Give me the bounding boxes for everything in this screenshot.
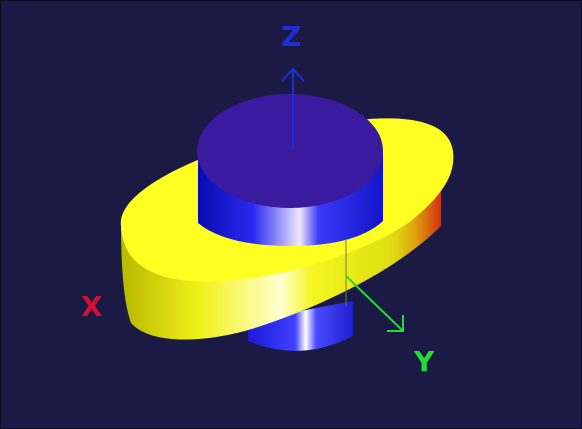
z-axis [281,67,305,149]
y-axis-label: Y [413,345,435,378]
x-axis-label: X [81,290,103,323]
cylinder-top [197,94,383,208]
z-axis-label: Z [281,20,301,53]
cylinder-lower [248,301,353,351]
cylinder[interactable] [197,94,383,246]
ellipsoid-disc-side [121,191,441,340]
y-axis [345,275,404,332]
